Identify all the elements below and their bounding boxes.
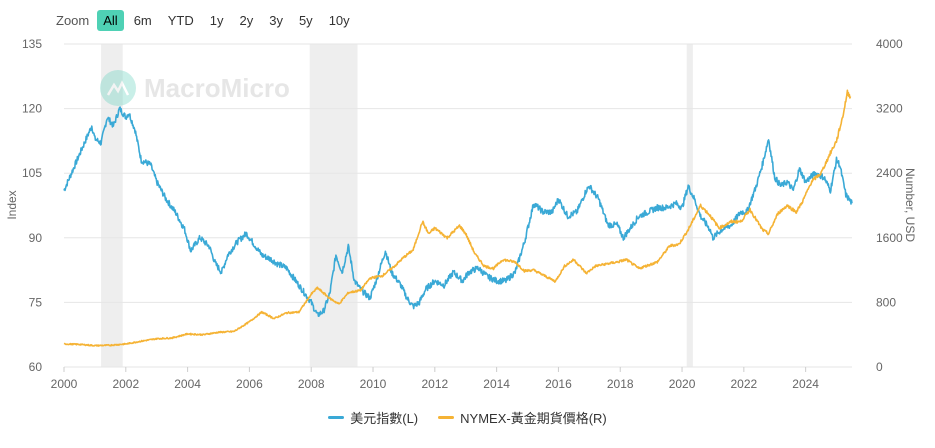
right-axis-ticks: 0 800 1600 2400 3200 4000 <box>876 37 903 374</box>
recession-band <box>686 44 693 367</box>
recession-band <box>309 44 358 367</box>
x-tick-label: 2002 <box>112 377 139 391</box>
x-tick-label: 2024 <box>792 377 819 391</box>
zoom-button-2y[interactable]: 2y <box>239 12 254 28</box>
left-tick-label: 90 <box>29 231 43 245</box>
left-tick-label: 105 <box>22 166 42 180</box>
left-tick-label: 120 <box>22 102 42 116</box>
zoom-button-6m[interactable]: 6m <box>133 12 152 28</box>
series-line-gold <box>63 89 852 347</box>
x-tick-label: 2000 <box>51 377 78 391</box>
right-tick-label: 2400 <box>876 166 903 180</box>
x-tick-label: 2014 <box>483 377 510 391</box>
zoom-button-10y[interactable]: 10y <box>328 12 350 28</box>
left-axis-title: Index <box>5 190 19 219</box>
right-tick-label: 0 <box>876 360 883 374</box>
right-tick-label: 1600 <box>876 231 903 245</box>
zoom-button-ytd[interactable]: YTD <box>167 12 194 28</box>
x-tick-label: 2012 <box>421 377 448 391</box>
left-axis-ticks: 60 75 90 105 120 135 <box>22 37 42 374</box>
x-tick-label: 2020 <box>669 377 696 391</box>
series-line-dxy <box>63 106 853 318</box>
x-tick-label: 2004 <box>174 377 201 391</box>
series-lines <box>63 89 853 347</box>
right-tick-label: 800 <box>876 295 896 309</box>
left-tick-label: 60 <box>29 360 43 374</box>
x-tick-label: 2006 <box>236 377 263 391</box>
x-tick-label: 2018 <box>607 377 634 391</box>
legend-item-dxy[interactable]: 美元指數(L) <box>328 408 418 427</box>
legend-swatch-dxy <box>328 416 345 419</box>
x-axis-ticks: 2000 2002 2004 2006 2008 2010 2012 2014 2016 2018… <box>51 367 819 391</box>
left-tick-label: 135 <box>22 37 42 51</box>
zoom-button-3y[interactable]: 3y <box>269 12 283 28</box>
zoom-bar: Zoom All 6m YTD 1y 2y 3y 5y 10y <box>56 9 360 31</box>
left-tick-label: 75 <box>29 295 43 309</box>
legend-label-gold: NYMEX-黃金期貨價格(R) <box>460 411 607 426</box>
legend-label-dxy: 美元指數(L) <box>350 411 419 426</box>
grid-lines <box>64 43 852 368</box>
right-tick-label: 3200 <box>876 102 903 116</box>
legend-item-gold[interactable]: NYMEX-黃金期貨價格(R) <box>438 408 607 427</box>
watermark-text: MacroMicro <box>144 72 290 103</box>
legend-swatch-gold <box>438 416 455 419</box>
zoom-button-5y[interactable]: 5y <box>298 12 313 28</box>
right-axis-title: Number, USD <box>903 168 917 242</box>
zoom-label: Zoom <box>56 12 90 28</box>
x-tick-label: 2022 <box>730 377 757 391</box>
macromicro-logo-icon <box>100 70 136 106</box>
zoom-button-all[interactable]: All <box>97 9 124 31</box>
watermark: MacroMicro <box>100 70 290 106</box>
x-tick-label: 2016 <box>545 377 572 391</box>
legend: 美元指數(L) NYMEX-黃金期貨價格(R) <box>0 408 935 427</box>
recession-bands <box>101 44 693 367</box>
x-tick-label: 2010 <box>360 377 387 391</box>
x-tick-label: 2008 <box>298 377 325 391</box>
zoom-button-1y[interactable]: 1y <box>209 12 224 28</box>
right-tick-label: 4000 <box>876 37 903 51</box>
